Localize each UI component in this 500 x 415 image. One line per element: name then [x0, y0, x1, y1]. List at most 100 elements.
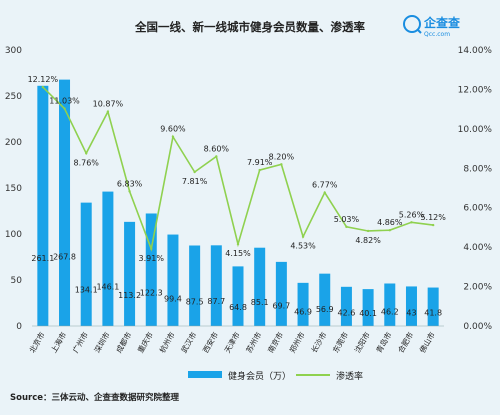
rate-value-label: 3.91% — [139, 254, 165, 263]
rate-value-label: 5.12% — [420, 213, 446, 222]
rate-point — [85, 152, 88, 155]
bar — [102, 191, 114, 326]
rate-value-label: 9.60% — [160, 125, 186, 134]
rate-value-label: 6.83% — [117, 179, 143, 188]
bar-value-label: 87.7 — [207, 297, 225, 306]
left-axis-tick: 100 — [5, 230, 22, 240]
right-axis-tick: 10.00% — [458, 125, 493, 135]
rate-value-label: 5.26% — [399, 210, 425, 219]
rate-point — [410, 221, 413, 224]
right-axis: 0.00% 2.00% 4.00% 6.00% 8.00% 10.00% 12.00% 14.… — [458, 46, 493, 332]
left-axis-tick: 50 — [11, 276, 23, 286]
rate-point — [236, 242, 240, 246]
bar — [297, 282, 309, 326]
source-note: Source：三体云动、企查查数据研究院整理 — [10, 392, 180, 403]
rate-point — [388, 228, 391, 232]
rate-value-label: 7.81% — [182, 177, 208, 186]
bar-value-label: 122.3 — [140, 289, 163, 298]
rate-value-label: 11.03% — [49, 97, 80, 106]
logo-domain: Qcc.com — [424, 31, 450, 38]
bar — [59, 79, 71, 327]
legend-bar-label: 健身会员（万） — [228, 370, 291, 382]
rate-point — [431, 223, 435, 227]
right-axis-tick: 12.00% — [458, 85, 493, 95]
bar-value-label: 56.9 — [316, 305, 334, 314]
bar-value-label: 46.9 — [294, 307, 312, 316]
bar — [80, 202, 92, 326]
bar — [319, 273, 331, 326]
left-axis-tick: 250 — [5, 92, 22, 102]
bar — [189, 245, 201, 326]
bar-value-label: 261.1 — [31, 254, 54, 263]
bar-value-label: 99.4 — [164, 294, 182, 303]
bar — [384, 283, 396, 326]
bar — [210, 245, 222, 326]
bar — [232, 266, 244, 326]
line-series — [41, 85, 435, 252]
logo-name: 企查查 — [423, 15, 461, 30]
legend: 健身会员（万） 渗透率 — [188, 370, 363, 382]
line-value-labels: 12.12% 11.03% 8.76% 10.87% 6.83% 3.91% 9.60% 7.… — [28, 75, 447, 263]
bar-value-label: 134.1 — [75, 286, 98, 295]
rate-value-label: 8.60% — [204, 144, 230, 153]
rate-point — [41, 85, 45, 89]
rate-value-label: 10.87% — [93, 100, 124, 109]
left-axis-tick: 0 — [16, 322, 22, 332]
rate-value-label: 4.82% — [355, 236, 381, 245]
left-axis-tick: 200 — [5, 138, 22, 148]
bar-series — [37, 79, 439, 327]
legend-bar-swatch — [188, 371, 222, 378]
bar — [124, 221, 136, 326]
bar — [275, 261, 287, 326]
bar-value-label: 146.1 — [96, 283, 119, 292]
rate-value-label: 5.03% — [334, 215, 360, 224]
bar-value-label: 69.7 — [272, 302, 290, 311]
rate-value-label: 12.12% — [28, 75, 59, 84]
bar — [405, 286, 417, 326]
right-axis-tick: 14.00% — [458, 46, 493, 56]
right-axis-tick: 6.00% — [463, 204, 492, 214]
rate-value-label: 8.76% — [73, 158, 99, 167]
left-axis: 0 50 100 150 200 250 300 — [5, 46, 22, 332]
bar — [254, 247, 266, 326]
rate-point — [258, 168, 261, 172]
rate-value-label: 7.91% — [247, 158, 273, 167]
rate-point — [128, 190, 131, 193]
rate-value-label: 8.20% — [269, 152, 295, 161]
bar-value-label: 113.2 — [118, 291, 141, 300]
rate-point — [301, 235, 305, 238]
bar-value-label: 87.5 — [186, 297, 204, 306]
bar — [340, 286, 352, 326]
bar — [145, 213, 157, 326]
rate-value-label: 4.53% — [290, 242, 316, 251]
rate-value-label: 4.15% — [225, 249, 251, 258]
bar-value-label: 267.8 — [53, 252, 76, 261]
bar-value-label: 64.8 — [229, 303, 247, 312]
right-axis-tick: 4.00% — [463, 243, 492, 253]
bar-value-label: 40.1 — [359, 309, 377, 318]
rate-point — [171, 135, 175, 138]
bar — [167, 234, 179, 326]
logo-icon — [403, 15, 421, 33]
bar-value-label: 43 — [406, 308, 416, 317]
rate-point — [106, 110, 110, 113]
rate-point — [323, 191, 326, 194]
left-axis-tick: 300 — [5, 46, 22, 56]
rate-point — [215, 155, 218, 158]
bar-value-label: 42.6 — [338, 308, 356, 317]
legend-line-label: 渗透率 — [336, 370, 363, 382]
rate-point — [345, 225, 348, 229]
rate-value-label: 6.77% — [312, 181, 338, 190]
left-axis-tick: 150 — [5, 184, 22, 194]
rate-point — [63, 107, 66, 110]
bar — [362, 289, 374, 326]
chart-title: 全国一线、新一线城市健身会员数量、渗透率 — [134, 20, 365, 34]
right-axis-tick: 2.00% — [463, 283, 492, 293]
bar — [37, 85, 49, 327]
right-axis-tick: 0.00% — [463, 322, 492, 332]
rate-point — [150, 247, 153, 251]
rate-point — [193, 170, 196, 174]
bar-value-label: 46.2 — [381, 308, 399, 317]
